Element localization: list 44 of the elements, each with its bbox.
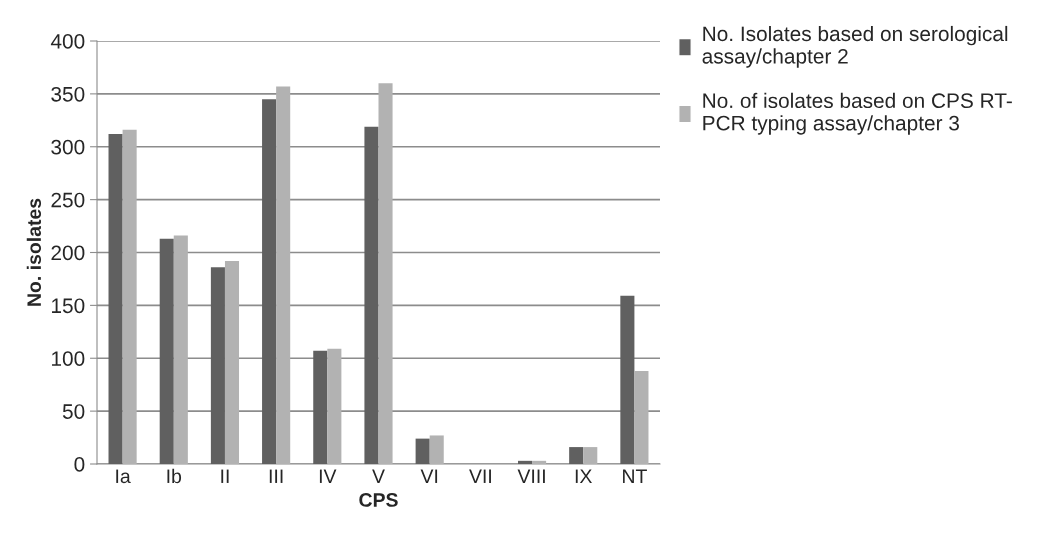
bar	[620, 295, 635, 464]
x-tick-label: II	[221, 469, 229, 483]
y-tick-label: 100	[52, 351, 85, 366]
y-tick-label: 0	[74, 457, 85, 472]
bar	[429, 435, 444, 464]
y-tick-label: 250	[51, 192, 85, 208]
x-tick-label: III	[269, 469, 283, 483]
x-tick-label: Ib	[167, 468, 182, 484]
x-tick-label: IX	[575, 469, 592, 483]
bar	[517, 460, 533, 464]
x-tick-label: IV	[319, 469, 337, 483]
y-tick-label: 350	[51, 86, 85, 102]
legend-label: No. of isolates based on CPS RT- PCR typing assay/chapter 3	[703, 92, 1012, 135]
y-tick-label: 150	[52, 298, 85, 314]
bar	[224, 260, 240, 464]
bar	[262, 99, 277, 464]
bar	[364, 126, 379, 464]
x-tick-label: VII	[469, 469, 491, 483]
bar	[159, 238, 174, 464]
x-tick-label: VI	[420, 469, 438, 483]
y-tick-label: 300	[51, 139, 85, 155]
y-tick-label: 50	[62, 404, 85, 419]
bar	[327, 348, 342, 464]
bar	[210, 267, 225, 464]
bar	[532, 460, 547, 464]
bar	[569, 447, 584, 464]
x-tick-label: NT	[623, 469, 647, 483]
bar	[583, 447, 598, 464]
bar	[415, 438, 430, 464]
x-tick-label: VIII	[517, 469, 545, 483]
y-axis-title: No. isolates	[26, 198, 42, 306]
legend-label: No. Isolates based on serological assay/chapter 2	[702, 25, 1008, 68]
bar	[378, 83, 393, 464]
x-tick-label: Ia	[116, 469, 131, 484]
bar	[634, 370, 649, 464]
bar	[108, 134, 123, 464]
y-tick-label: 400	[50, 34, 85, 49]
bar	[173, 235, 188, 464]
bar	[313, 350, 328, 464]
x-tick-label: V	[372, 469, 385, 483]
x-axis-title: CPS	[359, 493, 398, 507]
bar	[276, 86, 291, 464]
y-tick-label: 200	[51, 245, 85, 261]
bar	[122, 129, 137, 464]
